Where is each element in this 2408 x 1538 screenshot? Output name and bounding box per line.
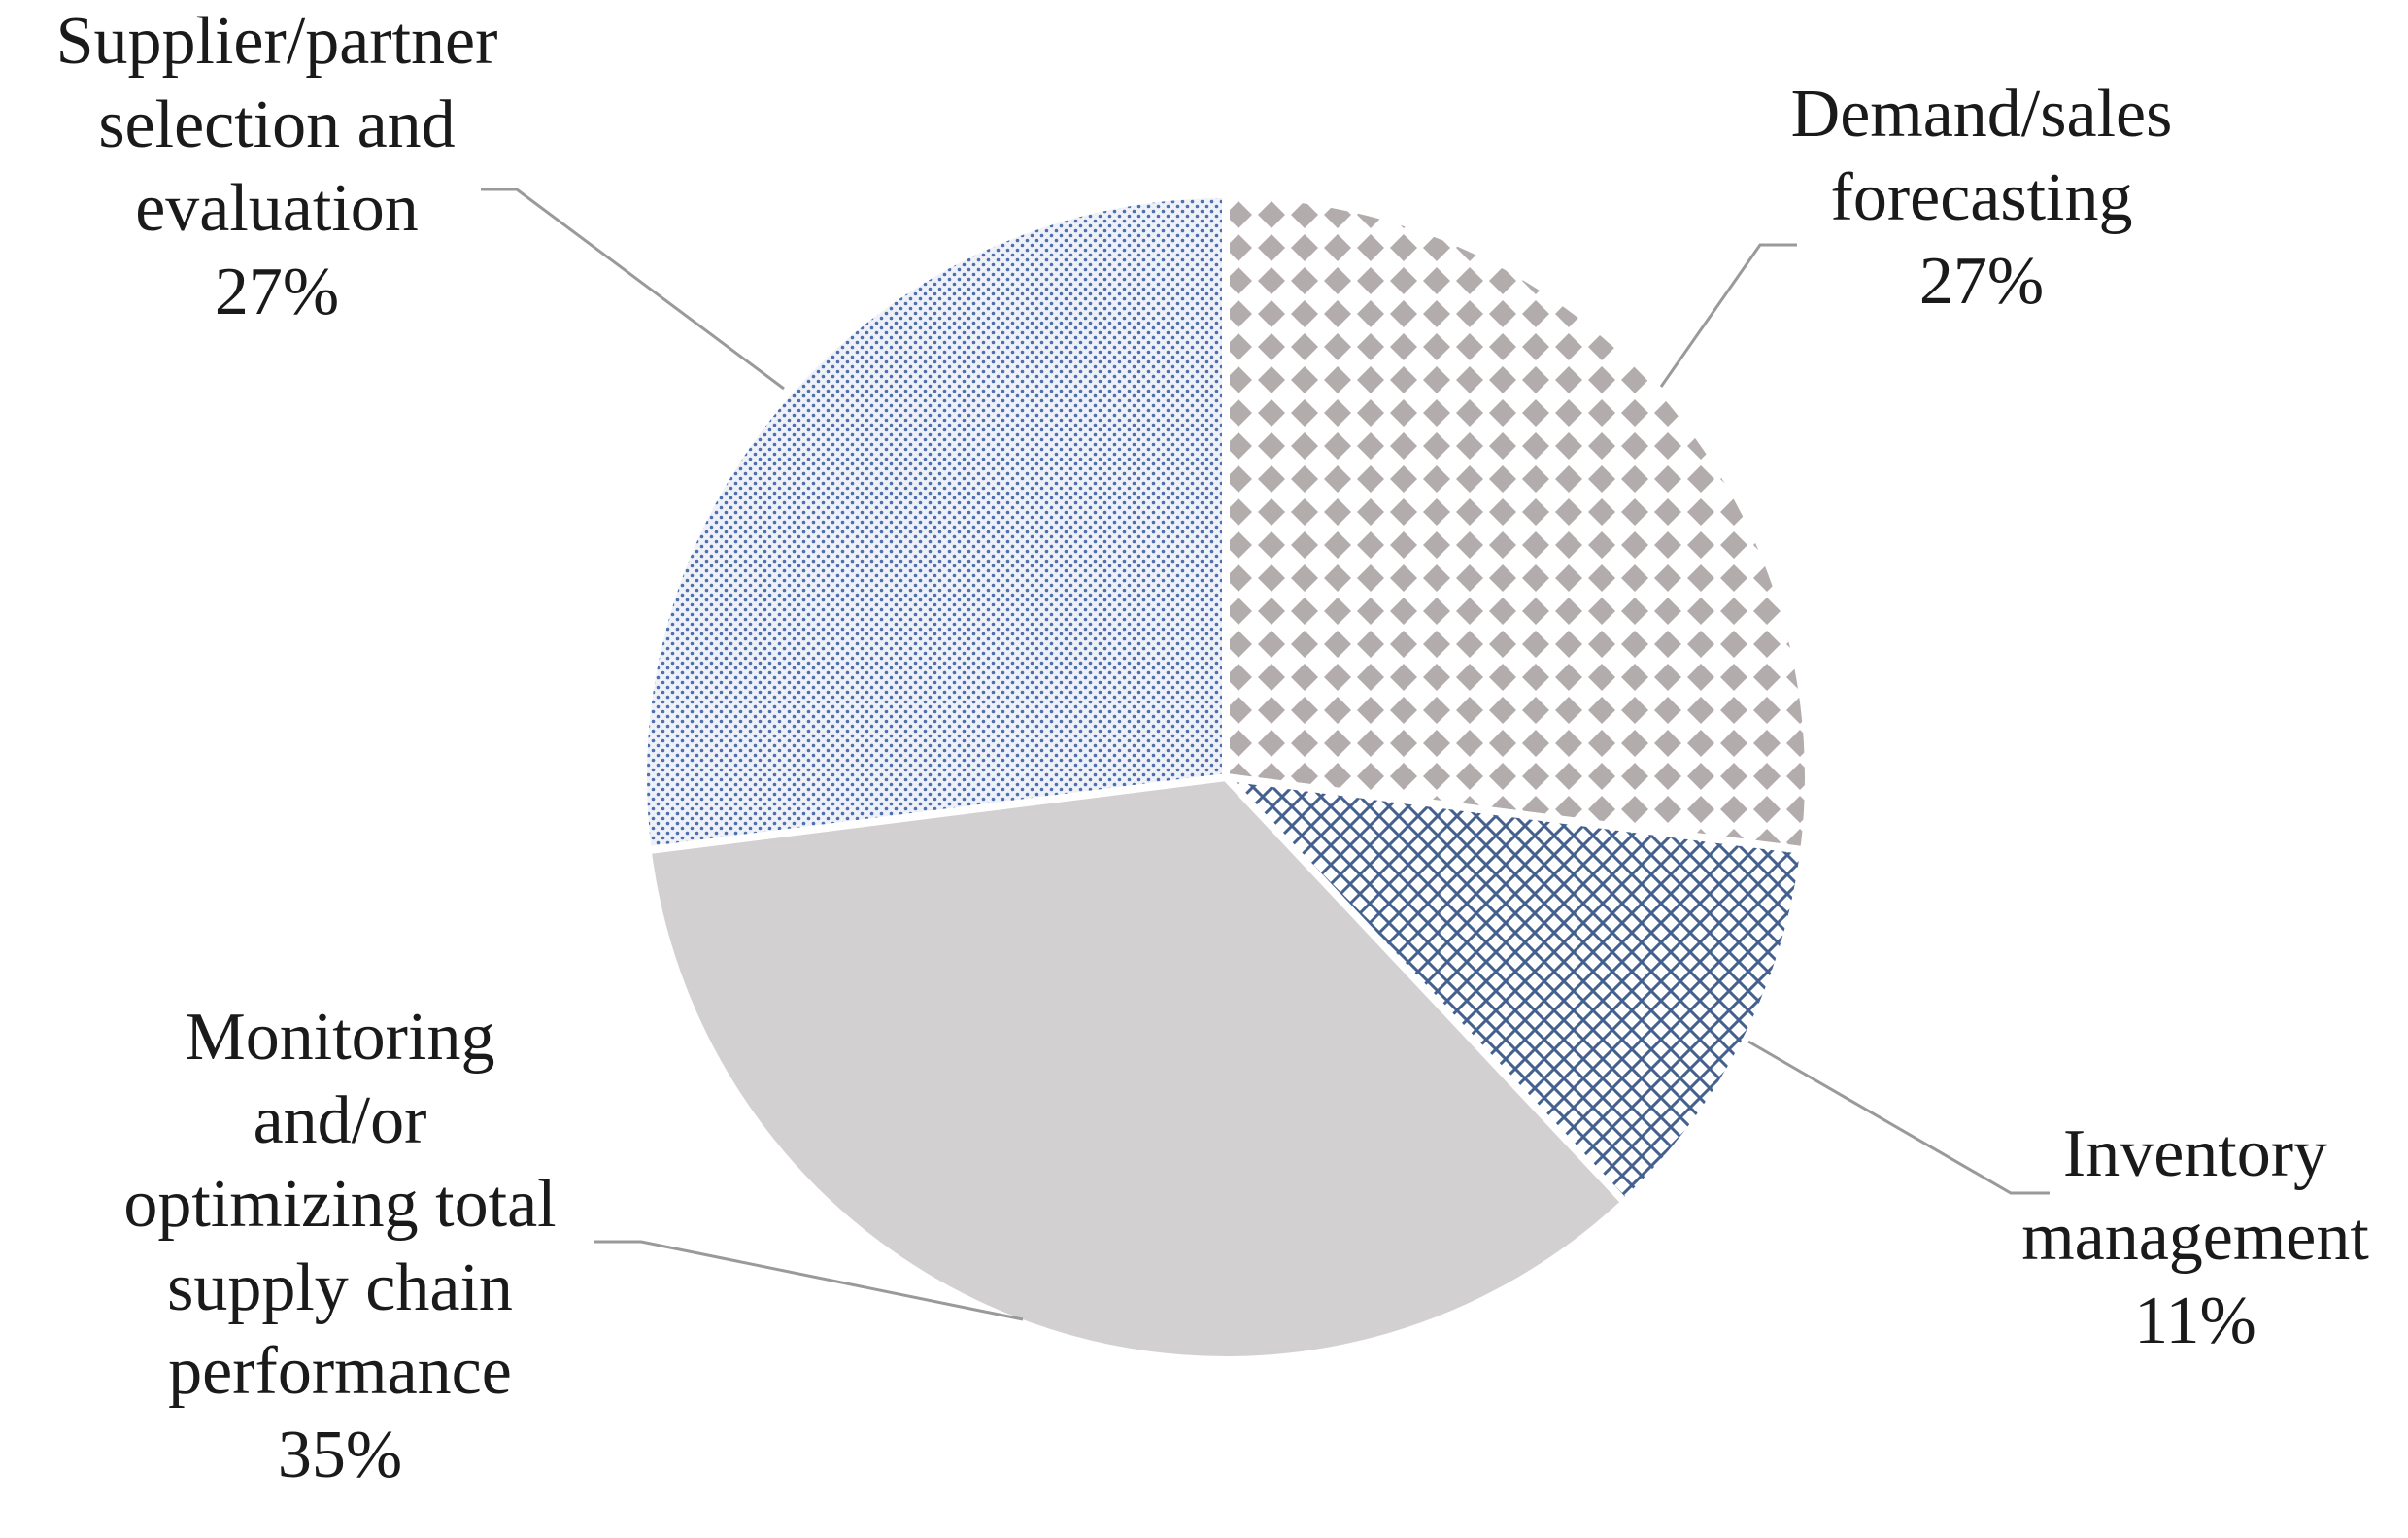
slice-label-line: Inventory	[2063, 1116, 2327, 1191]
slice-label-line: and/or	[254, 1083, 427, 1158]
leader-line-3	[594, 1240, 1024, 1321]
leader-line-1	[1659, 243, 1797, 388]
slice-value-label: 27%	[1919, 244, 2044, 319]
pie-slice-4	[639, 190, 1230, 855]
slice-label-2: Inventory management 11%	[2021, 1116, 2369, 1358]
slice-label-line: Demand/sales	[1791, 77, 2173, 152]
slice-label-1: Demand/sales forecasting 27%	[1791, 77, 2173, 319]
slice-label-line: Supplier/partner	[56, 4, 498, 79]
slice-label-3: Monitoring and/or optimizing total supply c…	[123, 1000, 556, 1492]
slice-label-4: Supplier/partner selection and evaluation 2…	[56, 4, 498, 329]
pie-slice-1	[1222, 190, 1813, 855]
pie-slice-2	[1222, 773, 1809, 1207]
leader-line-2	[1747, 1040, 2050, 1195]
slice-label-line: Monitoring	[186, 1000, 495, 1075]
slice-label-line: forecasting	[1831, 160, 2133, 235]
slice-value-label: 11%	[2134, 1283, 2256, 1358]
slice-label-line: supply chain	[167, 1250, 513, 1325]
slice-label-line: optimizing total	[123, 1167, 556, 1242]
slice-value-label: 35%	[278, 1418, 402, 1492]
leader-line-4	[481, 188, 785, 391]
pie-slice-3	[643, 773, 1629, 1364]
slice-label-line: performance	[168, 1334, 512, 1409]
slice-label-line: evaluation	[135, 171, 419, 246]
slice-value-label: 27%	[215, 255, 339, 329]
slice-label-line: management	[2021, 1200, 2369, 1275]
slice-label-line: selection and	[98, 87, 455, 162]
